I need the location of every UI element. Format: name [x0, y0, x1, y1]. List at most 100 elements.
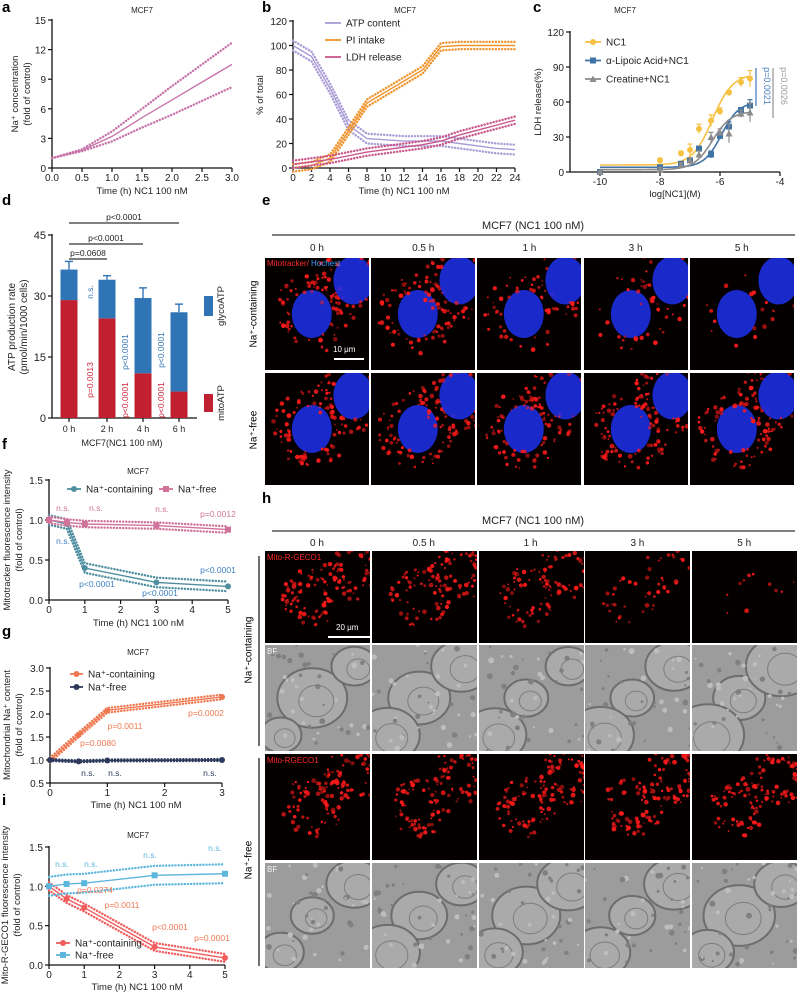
mitochondria-spot — [747, 573, 752, 578]
mitochondria-spot — [470, 414, 475, 420]
mitochondria-spot — [653, 796, 658, 801]
mitochondria-spot — [466, 762, 471, 767]
micrograph — [371, 645, 477, 751]
mitochondria-spot — [472, 258, 476, 263]
mitochondria-spot — [675, 424, 680, 428]
mitochondria-spot — [762, 324, 767, 329]
granule — [428, 704, 433, 710]
granule — [615, 929, 620, 934]
granule — [310, 917, 313, 920]
mitochondria-spot — [335, 301, 338, 304]
granule — [670, 898, 674, 901]
mitochondria-spot — [526, 835, 530, 839]
mitochondria-spot — [447, 561, 452, 566]
mitochondria-spot — [664, 315, 668, 319]
mitochondria-spot — [759, 373, 762, 375]
mitochondria-spot — [764, 301, 768, 305]
mitochondria-spot — [398, 450, 403, 455]
mitochondria-spot — [431, 801, 434, 804]
y-tick-label: 60 — [553, 98, 565, 109]
mitochondria-spot — [445, 600, 451, 605]
mitochondria-spot — [362, 578, 367, 583]
p-value-annotation: p<0.0001 — [152, 922, 188, 932]
mitochondria-spot — [431, 261, 435, 266]
granule — [520, 901, 525, 905]
mitochondria-spot — [399, 809, 402, 812]
granule — [471, 915, 477, 921]
granule — [427, 701, 430, 704]
mitochondria-spot — [409, 454, 415, 460]
mitochondria-spot — [675, 417, 680, 423]
mitochondria-spot — [607, 434, 611, 438]
granule — [739, 960, 744, 964]
mitochondria-spot — [423, 390, 427, 394]
mitochondria-spot — [474, 410, 476, 413]
x-category-label: 2 h — [101, 424, 114, 434]
mitochondria-spot — [325, 388, 328, 392]
mitochondria-spot — [626, 288, 630, 292]
mitochondria-spot — [368, 557, 370, 562]
x-tick-label: 18 — [454, 173, 466, 184]
mitochondria-spot — [621, 338, 625, 342]
granule — [416, 726, 420, 729]
mitochondria-spot — [748, 464, 751, 467]
data-point — [46, 517, 52, 523]
mitochondria-spot — [367, 754, 370, 758]
mitochondria-spot — [337, 453, 342, 458]
mitochondria-spot — [710, 330, 713, 332]
mitochondria-spot — [758, 804, 763, 808]
mitochondria-spot — [581, 569, 584, 574]
mitochondria-spot — [547, 343, 550, 346]
nucleus-outline — [771, 874, 798, 900]
mitochondria-spot — [561, 795, 565, 799]
x-tick-label: 3 — [154, 605, 160, 616]
granule — [536, 671, 542, 677]
mitochondria-spot — [487, 313, 490, 316]
mitochondria-spot — [397, 332, 401, 336]
mitochondria-spot — [628, 819, 633, 825]
nucleus-outline — [512, 902, 548, 935]
data-point — [726, 89, 732, 96]
mitochondria-spot — [610, 786, 614, 791]
mitochondria-spot — [532, 568, 536, 572]
mitochondria-spot — [318, 410, 323, 415]
mitochondria-spot — [571, 303, 575, 307]
y-tick-label: 100 — [270, 42, 287, 53]
mitochondria-spot — [754, 397, 757, 400]
mitochondria-spot — [632, 831, 637, 836]
nucleus-outline — [374, 940, 409, 968]
mitochondria-spot — [565, 313, 568, 316]
mitochondria-spot — [616, 408, 619, 410]
granule — [790, 887, 795, 892]
mitochondria-spot — [326, 786, 328, 788]
mitochondria-spot — [750, 456, 753, 459]
granule — [641, 677, 644, 680]
mitochondria-spot — [567, 758, 570, 761]
mitochondria-spot — [787, 373, 792, 376]
mitochondria-spot — [444, 586, 450, 592]
granule — [673, 879, 677, 883]
mitochondria-spot — [582, 775, 584, 780]
mitochondria-spot — [736, 822, 741, 828]
mitochondria-spot — [413, 819, 417, 823]
mitochondria-spot — [286, 413, 292, 419]
mitochondria-spot — [671, 313, 674, 316]
mitochondria-spot — [751, 290, 756, 295]
mitochondria-spot — [597, 411, 600, 414]
mitochondria-spot — [743, 794, 746, 797]
mitochondria-spot — [688, 754, 691, 758]
mitochondria-spot — [651, 783, 655, 787]
micrograph — [583, 373, 688, 485]
y-tick-label: 6 — [40, 105, 46, 116]
mitochondria-spot — [303, 607, 306, 610]
granule — [520, 658, 524, 661]
granule — [579, 687, 584, 692]
confidence-band-line — [48, 693, 224, 759]
mitochondria-spot — [337, 579, 342, 584]
mitochondria-spot — [435, 799, 439, 803]
mitochondria-spot — [388, 591, 393, 597]
y-tick-label: 2.5 — [30, 687, 44, 698]
mitochondria-spot — [610, 797, 614, 802]
mitochondria-spot — [530, 406, 535, 411]
granule — [567, 917, 572, 923]
